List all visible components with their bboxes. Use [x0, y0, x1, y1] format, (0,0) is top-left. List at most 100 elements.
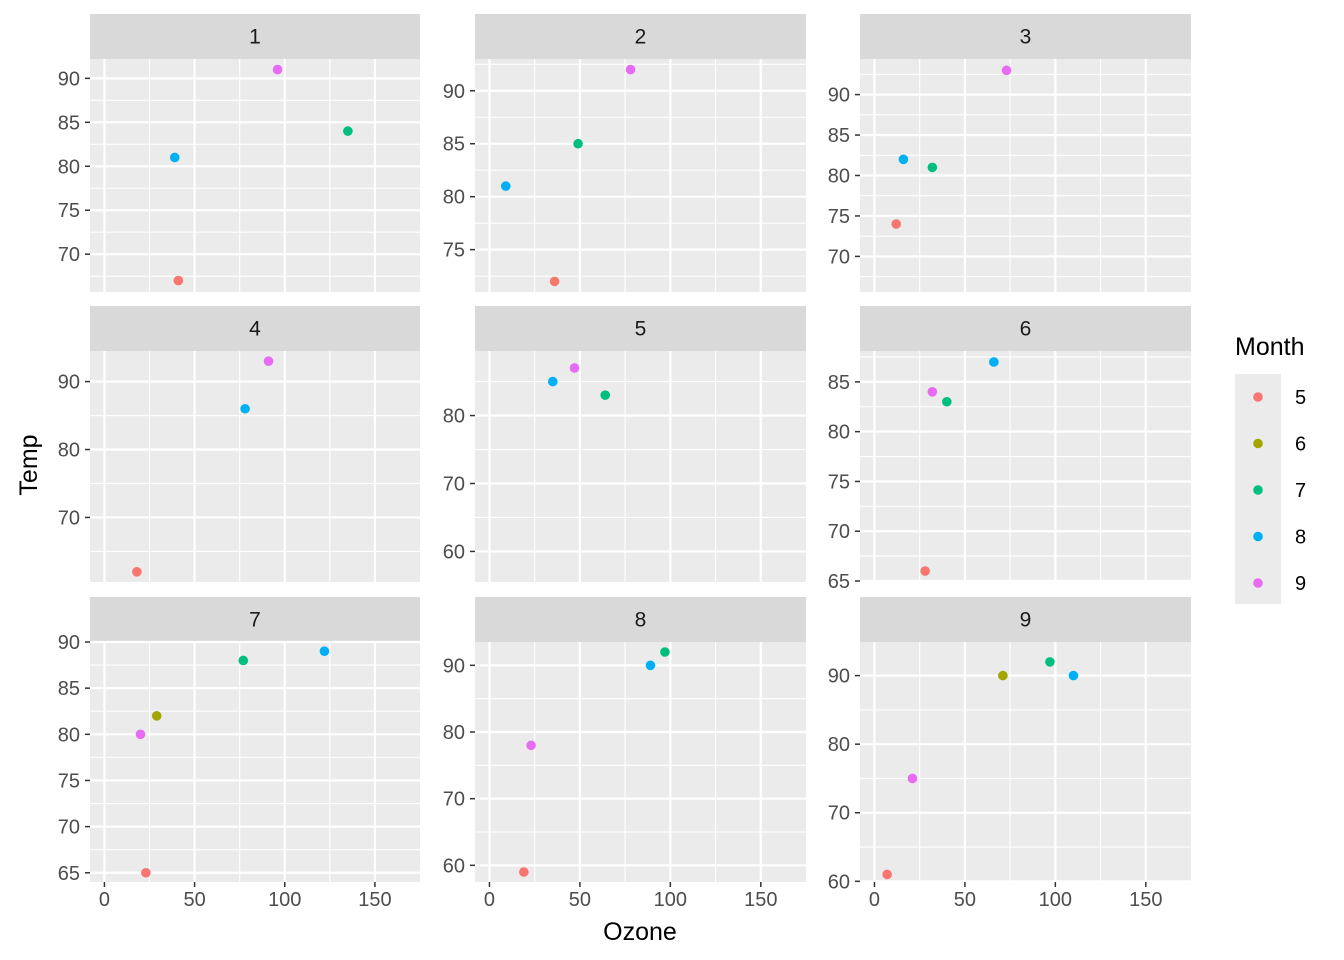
facet-panel-1: 1 70 75 80 85 90 — [58, 14, 420, 292]
panel-background — [475, 351, 806, 582]
y-tick-label: 70 — [443, 789, 465, 811]
data-point-month-9 — [263, 356, 274, 366]
data-point-month-5 — [173, 275, 184, 286]
data-point-month-5 — [882, 869, 892, 880]
x-tick-label: 0 — [484, 889, 495, 911]
data-point-month-5 — [549, 276, 560, 287]
data-point-month-5 — [141, 867, 151, 878]
legend-label: 5 — [1295, 387, 1306, 409]
y-tick-label: 70 — [443, 473, 465, 495]
y-tick-label: 65 — [828, 571, 850, 593]
y-tick-label: 75 — [58, 770, 80, 792]
y-tick-label: 85 — [58, 112, 80, 134]
data-point-month-8 — [547, 376, 558, 387]
facet-panel-2: 2 75 80 85 90 — [443, 14, 806, 292]
y-tick-label: 70 — [828, 803, 850, 825]
y-axis-title: Temp — [15, 434, 43, 495]
facet-strip-label: 6 — [1020, 318, 1032, 341]
y-tick-label: 70 — [58, 817, 80, 839]
data-point-month-8 — [645, 660, 656, 671]
facet-panel-7: 7 65 70 75 80 85 90 0 50 100 150 — [58, 597, 420, 911]
y-tick-label: 80 — [443, 722, 465, 744]
y-tick-label: 85 — [58, 678, 80, 700]
data-point-month-5 — [920, 566, 930, 576]
y-tick-label: 60 — [443, 541, 465, 563]
y-tick-label: 85 — [828, 125, 850, 147]
facet-strip-label: 2 — [635, 26, 647, 49]
facet-strip — [475, 597, 806, 642]
data-point-month-8 — [169, 152, 180, 163]
data-point-month-8 — [500, 181, 511, 191]
x-tick-label: 50 — [183, 889, 205, 911]
data-point-month-7 — [343, 126, 353, 136]
facet-strip — [860, 306, 1191, 351]
legend-key-5 — [1253, 392, 1263, 402]
legend-key-8 — [1253, 531, 1263, 542]
data-point-month-9 — [272, 64, 283, 75]
legend-title: Month — [1235, 333, 1304, 361]
facet-panel-4: 4 70 80 90 — [58, 306, 420, 582]
legend-label: 8 — [1295, 527, 1306, 549]
data-point-month-9 — [927, 387, 938, 397]
data-point-month-7 — [238, 655, 249, 666]
x-tick-label: 50 — [569, 889, 591, 911]
data-point-month-7 — [942, 396, 952, 407]
y-tick-label: 80 — [828, 734, 850, 756]
legend-label: 7 — [1295, 480, 1306, 502]
legend: Month 5 6 7 8 9 — [1235, 333, 1306, 604]
legend-label: 6 — [1295, 434, 1306, 456]
facet-strip-label: 3 — [1020, 26, 1032, 49]
facet-strip-label: 5 — [635, 318, 647, 341]
x-tick-label: 0 — [869, 889, 880, 911]
facet-strip — [475, 306, 806, 351]
panel-background — [90, 59, 420, 292]
y-tick-label: 80 — [58, 440, 80, 462]
y-tick-label: 70 — [58, 507, 80, 529]
data-point-month-8 — [240, 403, 250, 414]
x-tick-label: 50 — [954, 889, 976, 911]
x-tick-label: 150 — [744, 889, 777, 911]
y-tick-label: 60 — [828, 871, 850, 893]
facet-strip-label: 8 — [635, 609, 647, 632]
x-tick-label: 100 — [654, 889, 687, 911]
facet-panel-5: 5 60 70 80 — [443, 306, 806, 582]
facet-strip-label: 1 — [249, 26, 261, 49]
legend-label: 9 — [1295, 573, 1306, 595]
facet-panel-8: 8 60 70 80 90 0 50 100 150 — [443, 597, 806, 911]
y-tick-label: 75 — [443, 240, 465, 262]
legend-key-7 — [1253, 485, 1263, 495]
panel-background — [475, 642, 806, 882]
y-tick-label: 80 — [58, 156, 80, 178]
legend-key-6 — [1253, 438, 1263, 449]
panel-background — [860, 351, 1191, 582]
y-tick-label: 75 — [828, 206, 850, 228]
data-point-month-8 — [1068, 670, 1079, 681]
y-tick-label: 90 — [58, 372, 80, 394]
data-point-month-6 — [151, 711, 162, 721]
y-tick-label: 90 — [443, 655, 465, 677]
y-tick-label: 65 — [58, 863, 80, 885]
facet-strip — [90, 306, 420, 351]
facet-strip-label: 4 — [249, 318, 261, 341]
panel-background — [475, 59, 806, 292]
panel-background — [860, 642, 1191, 882]
x-axis-title: Ozone — [603, 918, 677, 946]
x-tick-label: 150 — [1129, 889, 1162, 911]
facet-strip-label: 9 — [1020, 609, 1032, 632]
x-tick-label: 100 — [268, 889, 301, 911]
legend-key-9 — [1253, 578, 1263, 588]
data-point-month-5 — [132, 567, 142, 577]
data-point-month-5 — [519, 867, 529, 877]
y-tick-label: 90 — [828, 85, 850, 107]
facet-strip — [90, 597, 420, 642]
data-point-month-6 — [998, 670, 1008, 681]
data-point-month-5 — [891, 219, 901, 229]
facet-strip — [860, 597, 1191, 642]
facet-strip — [90, 14, 420, 59]
data-point-month-7 — [573, 138, 583, 149]
y-tick-label: 90 — [58, 68, 80, 90]
y-tick-label: 75 — [58, 200, 80, 222]
facet-strip — [475, 14, 806, 59]
facet-panel-3: 3 70 75 80 85 90 — [828, 14, 1191, 292]
